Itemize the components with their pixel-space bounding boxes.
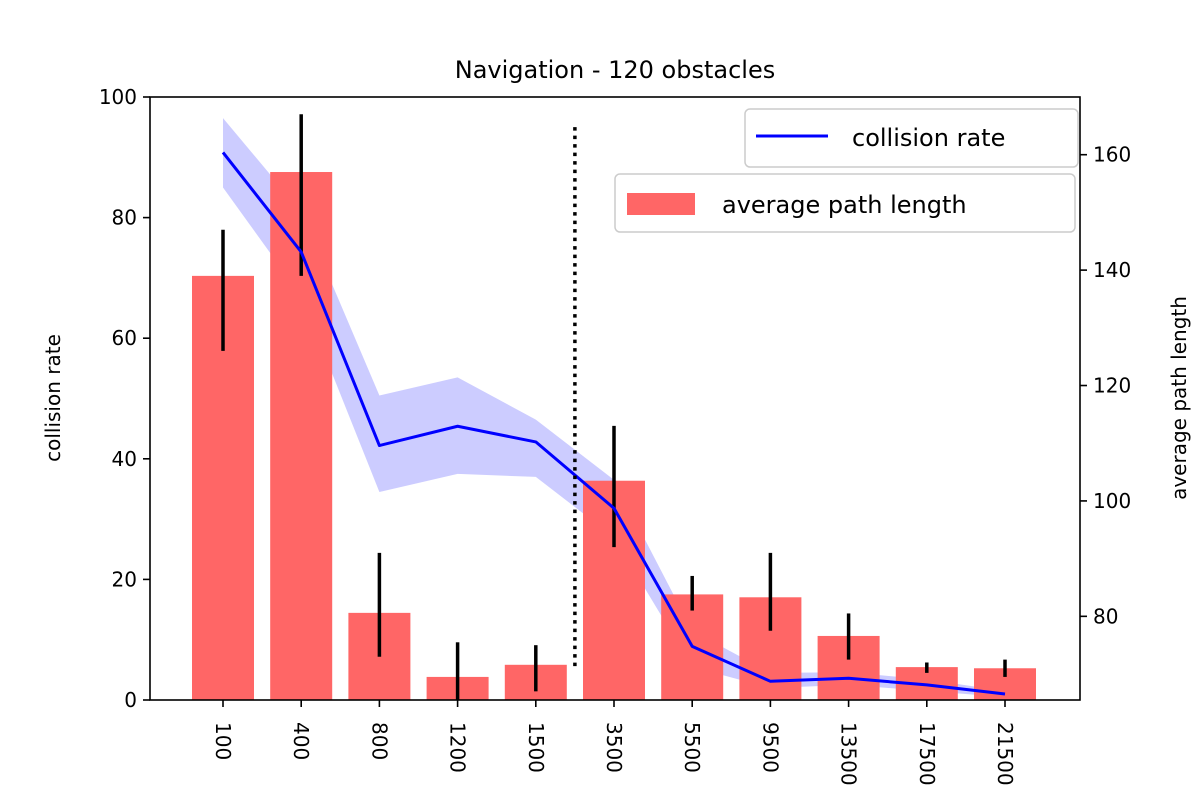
chart-title: Navigation - 120 obstacles [455,56,775,84]
left-y-tick-label-0: 0 [124,688,137,712]
legend-box-bar [614,173,1076,233]
legend-swatch-average-path-length [627,193,695,215]
left-y-tick-layer: 0 20 40 60 80 100 [99,85,150,712]
right-y-tick-label-100: 100 [1093,489,1131,513]
line-layer [221,151,1006,696]
collision-rate-band [223,118,1005,697]
axes [149,96,1081,701]
left-y-tick-label-100: 100 [99,85,137,109]
left-axis-label: collision rate [41,334,65,462]
error-bar-layer [221,114,1007,700]
legend-label-average-path-length: average path length [722,191,967,219]
x-tick-label-21500: 21500 [993,722,1017,786]
right-axis-label: average path length [1167,296,1191,500]
legend-label-collision-rate: collision rate [852,124,1005,152]
right-y-tick-label-160: 160 [1093,143,1131,167]
legend-box-line [744,108,1079,168]
legend: collision rate average path length [614,108,1079,233]
x-tick-label-100: 100 [211,722,235,760]
left-y-tick-label-60: 60 [112,326,137,350]
left-y-tick-label-80: 80 [112,206,137,230]
x-tick-label-1500: 1500 [524,722,548,773]
x-tick-layer: 100 400 800 1200 1500 3500 5500 9500 13500 17500 2… [211,700,1017,786]
x-tick-label-800: 800 [367,722,391,760]
x-tick-label-400: 400 [289,722,313,760]
right-y-tick-label-140: 140 [1093,258,1131,282]
x-tick-label-1200: 1200 [446,722,470,773]
left-y-tick-label-20: 20 [112,567,137,591]
left-y-tick-label-40: 40 [112,447,137,471]
x-tick-label-13500: 13500 [837,722,861,786]
x-tick-label-17500: 17500 [915,722,939,786]
right-y-tick-layer: 80 100 120 140 160 [1080,143,1131,628]
x-tick-label-5500: 5500 [680,722,704,773]
collision-rate-band-layer [223,118,1005,697]
x-tick-label-9500: 9500 [758,722,782,773]
right-y-tick-label-80: 80 [1093,604,1118,628]
x-tick-label-3500: 3500 [602,722,626,773]
plot-frame [149,96,1081,701]
right-y-tick-label-120: 120 [1093,374,1131,398]
